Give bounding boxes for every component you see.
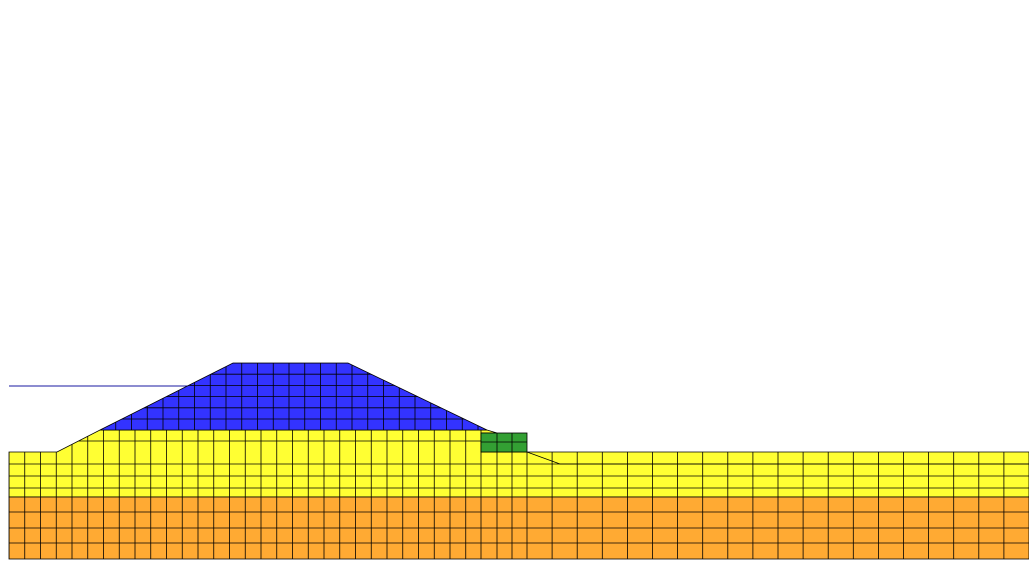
mesh-line <box>526 451 561 465</box>
mesh-region <box>9 497 1029 559</box>
mesh-region <box>481 433 527 452</box>
toe-drain <box>480 432 528 453</box>
